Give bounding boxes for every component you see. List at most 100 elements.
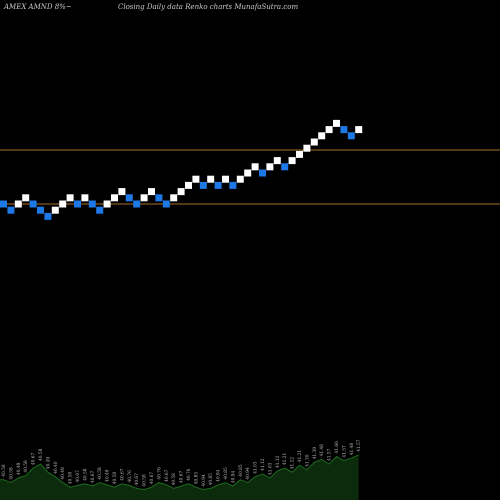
- value-label: 41.12: [291, 457, 296, 470]
- value-label: 41.48: [320, 444, 325, 457]
- value-label: 40.85: [194, 472, 199, 485]
- value-label: 40.85: [239, 464, 244, 477]
- value-label: 40.58: [143, 474, 148, 487]
- renko-brick-down: [259, 169, 266, 177]
- volume-line: [0, 454, 359, 491]
- value-label: 40.67: [180, 471, 185, 484]
- value-label: 40.58: [69, 472, 74, 485]
- chart-symbol-label: AMEX AMND 8%~: [3, 3, 72, 11]
- value-label: 40.58: [2, 464, 7, 477]
- value-label: 41.21: [298, 450, 303, 463]
- renko-brick-up: [273, 157, 281, 165]
- renko-brick-down: [7, 206, 15, 214]
- renko-brick-up: [288, 157, 296, 165]
- renko-brick-up: [81, 194, 89, 202]
- value-label: 40.58: [24, 460, 29, 473]
- renko-brick-up: [148, 188, 155, 196]
- value-label: 40.58: [39, 448, 44, 461]
- value-label: 41.12: [261, 458, 266, 471]
- renko-brick-up: [244, 169, 252, 177]
- renko-brick-down: [340, 126, 348, 134]
- renko-brick-up: [170, 194, 178, 202]
- renko-brick-up: [51, 206, 59, 214]
- value-label: 41.57: [342, 445, 347, 458]
- value-label: 40.85: [209, 473, 214, 486]
- value-label: 40.67: [120, 468, 125, 481]
- renko-brick-up: [333, 119, 340, 127]
- renko-brick-down: [229, 181, 237, 189]
- value-label: 40.58: [113, 472, 118, 485]
- volume-area: [0, 454, 359, 500]
- value-label: 40.49: [46, 457, 51, 470]
- value-label: 41.39: [313, 447, 318, 460]
- value-label: 40.67: [91, 471, 96, 484]
- renko-brick-up: [59, 200, 67, 208]
- renko-brick-up: [140, 194, 148, 202]
- renko-brick-up: [222, 175, 229, 183]
- value-label: 40.67: [165, 469, 170, 482]
- value-label: 41.03: [254, 461, 259, 474]
- value-label: 41.57: [357, 439, 362, 452]
- value-label: 40.76: [128, 470, 133, 483]
- renko-brick-up: [22, 194, 30, 202]
- renko-brick-down: [125, 194, 133, 202]
- value-label: 40.94: [231, 471, 236, 484]
- value-label: 41.12: [276, 455, 281, 468]
- value-label: 41.30: [305, 454, 310, 467]
- renko-brick-up: [192, 175, 200, 183]
- value-label: 40.94: [217, 469, 222, 482]
- renko-brick-down: [155, 194, 163, 202]
- renko-brick-up: [355, 126, 363, 134]
- volume-fill: [0, 454, 359, 500]
- renko-brick-down: [162, 200, 170, 208]
- renko-brick-up: [177, 188, 185, 196]
- renko-brick-down: [74, 200, 81, 208]
- renko-brick-down: [199, 181, 207, 189]
- renko-brick-up: [296, 150, 303, 158]
- renko-brick-up: [66, 194, 74, 202]
- renko-brick-up: [103, 200, 111, 208]
- renko-brick-up: [236, 175, 244, 183]
- chart-subtitle: Closing Daily data Renko charts MunafaSu…: [118, 3, 298, 11]
- value-label: 41.66: [335, 441, 340, 454]
- value-label: 40.76: [157, 467, 162, 480]
- value-label: 40.67: [76, 470, 81, 483]
- renko-brick-up: [325, 126, 333, 134]
- value-label: 40.58: [98, 467, 103, 480]
- value-label: 40.67: [32, 453, 37, 466]
- value-label: 40.67: [135, 473, 140, 486]
- renko-brick-up: [118, 188, 126, 196]
- value-label: 40.76: [187, 468, 192, 481]
- renko-brick-up: [303, 144, 311, 152]
- renko-brick-up: [111, 194, 118, 202]
- renko-brick-down: [133, 200, 141, 208]
- value-label: 40.58: [172, 473, 177, 486]
- value-label: 40.40: [54, 461, 59, 474]
- value-label: 40.94: [202, 474, 207, 487]
- value-label: 40.49: [17, 462, 22, 475]
- value-label: 40.49: [61, 467, 66, 480]
- renko-brick-up: [310, 138, 318, 146]
- value-label: 40.85: [224, 467, 229, 480]
- renko-brick-down: [37, 206, 44, 214]
- value-label: 40.49: [106, 469, 111, 482]
- renko-brick-down: [281, 163, 289, 171]
- renko-brick-up: [14, 200, 22, 208]
- renko-brick-down: [29, 200, 37, 208]
- value-label: 40.58: [83, 468, 88, 481]
- renko-brick-down: [44, 212, 52, 220]
- reference-lines: [0, 149, 500, 205]
- renko-brick-up: [318, 132, 326, 140]
- value-label: 40.58: [9, 467, 14, 480]
- renko-brick-up: [185, 181, 192, 189]
- value-label: 40.94: [246, 467, 251, 480]
- value-label: 40.67: [150, 472, 155, 485]
- renko-brick-down: [214, 181, 222, 189]
- renko-brick-down: [96, 206, 104, 214]
- renko-brick-down: [347, 132, 355, 140]
- renko-bricks: [0, 119, 363, 220]
- value-label: 41.21: [283, 453, 288, 466]
